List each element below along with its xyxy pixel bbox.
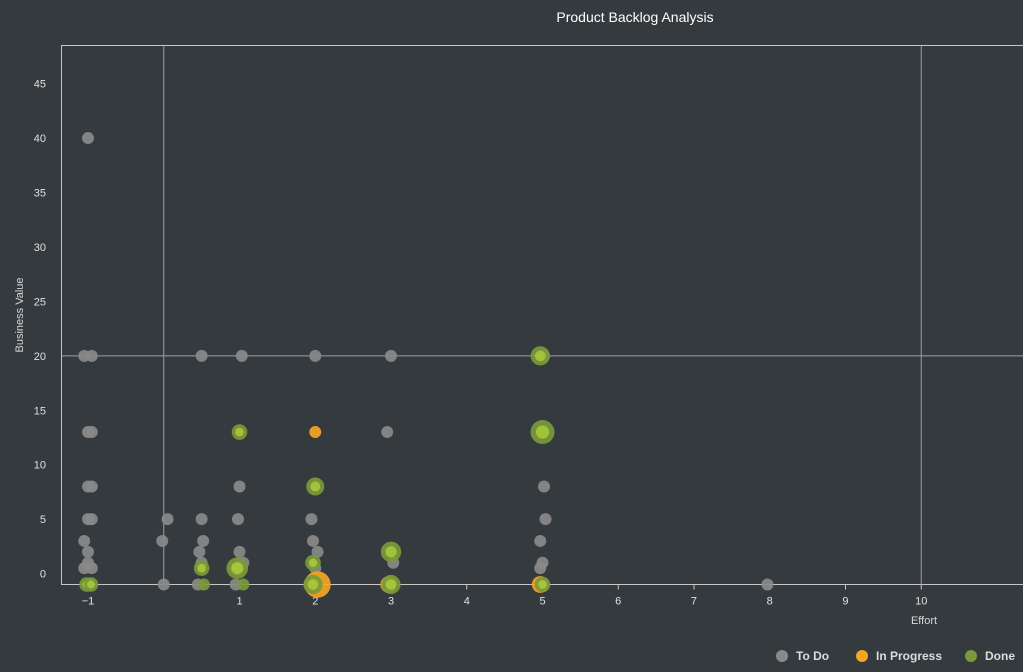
data-point[interactable] (156, 535, 168, 547)
y-tick-label: 30 (34, 242, 46, 254)
x-tick-label: 6 (615, 596, 621, 608)
x-tick-label: 1 (236, 596, 242, 608)
y-axis-label: Business Value (14, 277, 26, 352)
data-point[interactable] (158, 579, 170, 591)
x-tick-label: 8 (767, 596, 773, 608)
data-points (78, 132, 773, 598)
x-tick-label: 4 (464, 596, 470, 608)
data-point[interactable] (86, 350, 98, 362)
legend-item-to-do[interactable]: To Do (776, 649, 829, 663)
data-point[interactable] (309, 426, 321, 438)
data-point[interactable] (196, 513, 208, 525)
y-tick-label: 35 (34, 188, 46, 200)
data-point-highlight (538, 580, 547, 589)
data-point-highlight (231, 562, 243, 574)
y-tick-label: 20 (34, 351, 46, 363)
plot-frame (62, 46, 1023, 585)
data-point-highlight (309, 558, 318, 567)
data-point[interactable] (534, 562, 546, 574)
data-point[interactable] (234, 481, 246, 493)
y-tick-label: 40 (34, 133, 46, 145)
chart-title: Product Backlog Analysis (556, 9, 713, 25)
legend-label: In Progress (876, 649, 942, 663)
data-point[interactable] (162, 513, 174, 525)
data-point-highlight (535, 351, 546, 362)
legend[interactable]: To Do In Progress Done (776, 649, 1015, 663)
data-point[interactable] (538, 481, 550, 493)
series-done (79, 346, 554, 594)
legend-label: To Do (796, 649, 829, 663)
data-point-highlight (197, 564, 206, 573)
x-tick-label: 9 (842, 596, 848, 608)
data-point[interactable] (86, 481, 98, 493)
data-point-highlight (536, 425, 549, 438)
data-point[interactable] (197, 535, 209, 547)
x-tick-label: 7 (691, 596, 697, 608)
data-point[interactable] (309, 350, 321, 362)
data-point[interactable] (307, 535, 319, 547)
legend-marker (856, 650, 868, 662)
data-point[interactable] (82, 546, 94, 558)
data-point[interactable] (381, 426, 393, 438)
series-in-progress (230, 426, 549, 598)
x-tick-label: 5 (539, 596, 545, 608)
data-point[interactable] (193, 546, 205, 558)
legend-marker (776, 650, 788, 662)
data-point[interactable] (232, 513, 244, 525)
data-point-highlight (235, 428, 244, 437)
data-point[interactable] (534, 535, 546, 547)
data-point[interactable] (761, 579, 773, 591)
data-point[interactable] (86, 562, 98, 574)
y-tick-label: 10 (34, 460, 46, 472)
y-tick-label: 15 (34, 405, 46, 417)
data-point[interactable] (78, 535, 90, 547)
legend-item-in-progress[interactable]: In Progress (856, 649, 942, 663)
data-point-highlight (385, 546, 396, 557)
data-point-highlight (87, 581, 95, 589)
y-tick-label: 25 (34, 296, 46, 308)
data-point-highlight (310, 482, 320, 492)
data-point[interactable] (305, 513, 317, 525)
data-point[interactable] (196, 350, 208, 362)
x-tick-label: 10 (915, 596, 927, 608)
y-tick-label: 5 (40, 514, 46, 526)
legend-item-done[interactable]: Done (965, 649, 1015, 663)
y-tick-label: 0 (40, 569, 46, 581)
data-point[interactable] (385, 350, 397, 362)
legend-label: Done (985, 649, 1015, 663)
x-tick-label: 3 (388, 596, 394, 608)
data-point[interactable] (86, 426, 98, 438)
data-point[interactable] (198, 579, 210, 591)
data-point[interactable] (82, 132, 94, 144)
data-point[interactable] (237, 579, 249, 591)
data-point[interactable] (236, 350, 248, 362)
data-point[interactable] (234, 546, 246, 558)
legend-marker (965, 650, 977, 662)
data-point-highlight (308, 579, 319, 590)
data-point-highlight (386, 579, 397, 590)
series-to-do (78, 132, 773, 590)
x-axis-label: Effort (911, 615, 937, 627)
data-point[interactable] (540, 513, 552, 525)
data-point[interactable] (86, 513, 98, 525)
y-tick-label: 45 (34, 79, 46, 91)
y-axis-ticks: 0 5 10 15 20 25 30 35 40 45 (34, 79, 46, 581)
x-tick-label: −1 (82, 596, 95, 608)
reference-lines (62, 46, 1023, 585)
